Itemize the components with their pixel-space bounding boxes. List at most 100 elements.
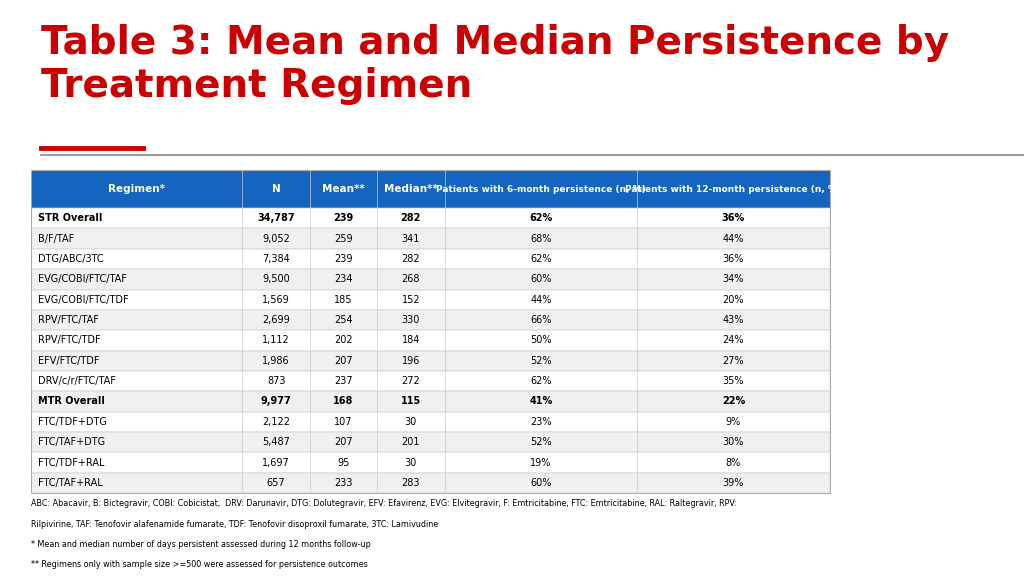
Text: 207: 207 [334,437,353,447]
Text: 234: 234 [334,274,353,285]
Text: 282: 282 [400,213,421,223]
Text: 268: 268 [401,274,420,285]
Text: 7,384: 7,384 [262,254,290,264]
Text: 196: 196 [401,356,420,366]
Text: 43%: 43% [723,315,744,325]
Text: 283: 283 [401,478,420,488]
Text: FTC/TAF+DTG: FTC/TAF+DTG [39,437,105,447]
Text: Patients with 12-month persistence (n, %): Patients with 12-month persistence (n, %… [626,185,842,194]
Text: 657: 657 [267,478,286,488]
Text: 30: 30 [404,457,417,468]
Text: 50%: 50% [530,335,552,346]
Text: 62%: 62% [530,376,552,386]
Text: Regimen*: Regimen* [109,184,165,194]
Text: 36%: 36% [723,254,744,264]
Text: Patients with 6-month persistence (n, %): Patients with 6-month persistence (n, %) [436,185,646,194]
Text: 27%: 27% [723,356,744,366]
Text: 330: 330 [401,315,420,325]
Text: RPV/FTC/TDF: RPV/FTC/TDF [39,335,101,346]
Text: 152: 152 [401,295,420,305]
Text: 62%: 62% [529,213,553,223]
Bar [31,290,829,310]
Text: 30: 30 [404,417,417,427]
Text: 23%: 23% [530,417,552,427]
Text: 272: 272 [401,376,420,386]
Text: 9,500: 9,500 [262,274,290,285]
Text: 259: 259 [334,234,353,244]
Text: DRV/c/r/FTC/TAF: DRV/c/r/FTC/TAF [39,376,117,386]
Bar [31,371,829,391]
Text: B/F/TAF: B/F/TAF [39,234,75,244]
Text: 60%: 60% [530,274,552,285]
Bar [31,391,829,412]
Text: 34,787: 34,787 [257,213,295,223]
Text: 233: 233 [334,478,353,488]
Text: 52%: 52% [530,356,552,366]
Text: FTC/TDF+DTG: FTC/TDF+DTG [39,417,108,427]
Text: 9,052: 9,052 [262,234,290,244]
Text: Table 3: Mean and Median Persistence by
Treatment Regimen: Table 3: Mean and Median Persistence by … [41,24,949,105]
Text: 107: 107 [334,417,353,427]
Bar [31,310,829,330]
Text: FTC/TAF+RAL: FTC/TAF+RAL [39,478,103,488]
Text: 8%: 8% [726,457,741,468]
Bar [31,208,829,229]
Text: STR Overall: STR Overall [39,213,102,223]
Text: 24%: 24% [723,335,744,346]
Text: 2,122: 2,122 [262,417,290,427]
Text: EFV/FTC/TDF: EFV/FTC/TDF [39,356,100,366]
Bar [31,473,829,493]
Text: 62%: 62% [530,254,552,264]
Bar [31,330,829,351]
Text: 44%: 44% [723,234,744,244]
Text: 201: 201 [401,437,420,447]
Text: 873: 873 [267,376,286,386]
Text: 207: 207 [334,356,353,366]
Text: ** Regimens only with sample size >=500 were assessed for persistence outcomes: ** Regimens only with sample size >=500 … [31,560,368,569]
Text: Mean**: Mean** [323,184,365,194]
Text: 60%: 60% [530,478,552,488]
Text: DTG/ABC/3TC: DTG/ABC/3TC [39,254,104,264]
Text: 184: 184 [401,335,420,346]
Text: 1,569: 1,569 [262,295,290,305]
Bar [31,269,829,290]
Text: 52%: 52% [530,437,552,447]
Bar [31,412,829,432]
Text: 202: 202 [334,335,353,346]
Text: 239: 239 [334,254,353,264]
Bar [31,170,829,208]
Text: EVG/COBI/FTC/TDF: EVG/COBI/FTC/TDF [39,295,129,305]
Text: 20%: 20% [723,295,744,305]
Text: 95: 95 [337,457,350,468]
Bar [31,351,829,371]
Text: 237: 237 [334,376,353,386]
Text: 1,986: 1,986 [262,356,290,366]
Text: 341: 341 [401,234,420,244]
Text: 66%: 66% [530,315,552,325]
Text: FTC/TDF+RAL: FTC/TDF+RAL [39,457,104,468]
Text: 2,699: 2,699 [262,315,290,325]
Text: * Mean and median number of days persistent assessed during 12 months follow-up: * Mean and median number of days persist… [31,540,371,549]
Text: Median**: Median** [384,184,438,194]
Text: 19%: 19% [530,457,552,468]
Text: 239: 239 [334,213,353,223]
Bar [31,432,829,452]
Text: 9%: 9% [726,417,741,427]
Text: 185: 185 [334,295,353,305]
Text: 39%: 39% [723,478,744,488]
Text: 1,112: 1,112 [262,335,290,346]
Text: 5,487: 5,487 [262,437,290,447]
Text: 282: 282 [401,254,420,264]
Text: 41%: 41% [529,396,553,407]
Text: 36%: 36% [722,213,745,223]
Text: 168: 168 [334,396,353,407]
Bar [31,452,829,473]
Text: 44%: 44% [530,295,552,305]
Text: MTR Overall: MTR Overall [39,396,105,407]
Text: ABC: Abacavir, B: Bictegravir, COBI: Cobicistat,  DRV: Darunavir, DTG: Dolutegra: ABC: Abacavir, B: Bictegravir, COBI: Cob… [31,499,736,509]
Bar [31,170,829,493]
Text: N: N [271,184,281,194]
Text: 115: 115 [400,396,421,407]
Text: 254: 254 [334,315,353,325]
Text: RPV/FTC/TAF: RPV/FTC/TAF [39,315,99,325]
